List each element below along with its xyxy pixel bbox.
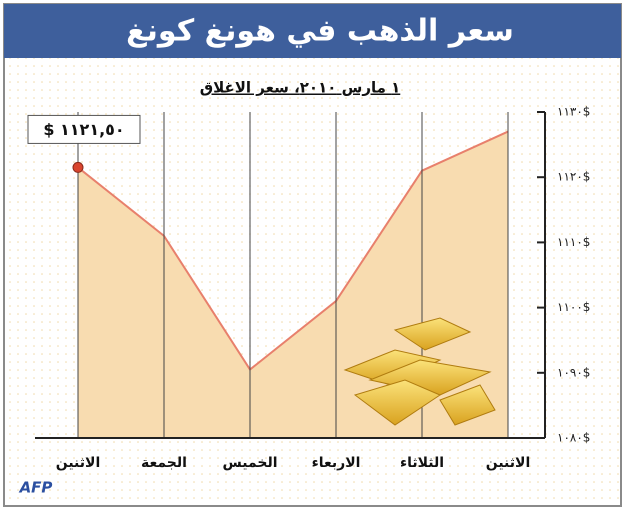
chart: سعر الذهب في هونغ كونغ ١ مارس ٢٠١٠، سعر …	[0, 0, 625, 510]
y-tick-label: ١١٣٠$	[557, 105, 590, 119]
chart-subtitle: ١ مارس ٢٠١٠، سعر الاغلاق	[200, 79, 401, 97]
y-tick-label: ١١٢٠$	[557, 170, 590, 184]
y-tick-label: ١٠٨٠$	[557, 431, 590, 445]
value-label: $ ١١٢١,٥٠	[43, 120, 124, 139]
source-logo: AFP	[19, 479, 53, 497]
x-tick-label: الخميس	[222, 455, 277, 471]
x-tick-label: الثلاثاء	[400, 455, 444, 471]
point	[73, 162, 83, 172]
y-tick-label: ١١١٠$	[557, 235, 590, 249]
x-tick-label: الاثنين	[56, 455, 101, 471]
x-tick-label: الجمعة	[141, 455, 187, 471]
x-tick-label: الاثنين	[486, 455, 531, 471]
y-tick-label: ١٠٩٠$	[557, 365, 590, 379]
x-tick-label: الاربعاء	[312, 455, 361, 471]
chart-title: سعر الذهب في هونغ كونغ	[126, 14, 514, 49]
y-tick-label: ١١٠٠$	[557, 300, 590, 314]
